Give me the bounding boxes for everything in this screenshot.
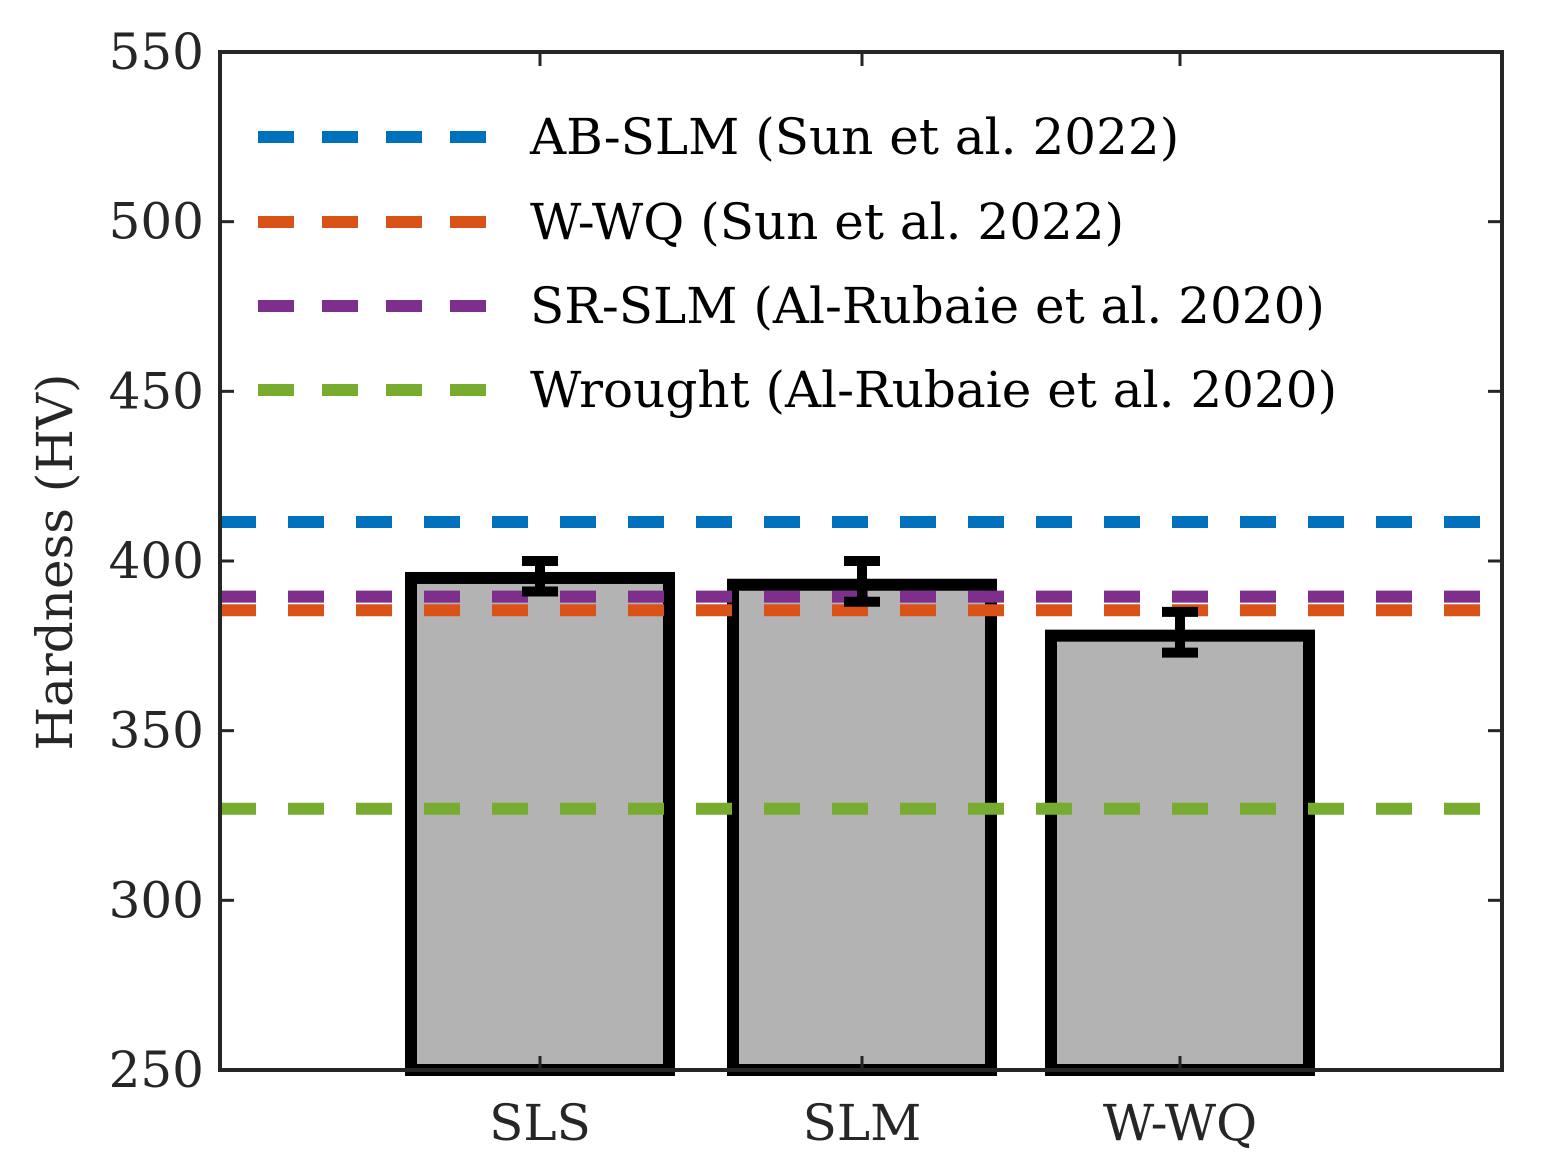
error-bar-sls (522, 556, 558, 597)
x-tick-label: SLS (489, 1094, 591, 1152)
y-tick-label: 400 (109, 532, 204, 590)
y-tick-label: 500 (109, 193, 204, 251)
y-tick-label: 300 (109, 871, 204, 929)
y-axis-label: Hardness (HV) (26, 373, 84, 750)
legend-label: SR-SLM (Al-Rubaie et al. 2020) (530, 277, 1325, 335)
error-bar-slm (844, 556, 880, 607)
y-tick-label: 250 (109, 1041, 204, 1099)
x-tick-label: W-WQ (1103, 1094, 1257, 1152)
legend-label: AB-SLM (Sun et al. 2022) (529, 108, 1179, 166)
legend-entry-2: W-WQ (Sun et al. 2022) (258, 193, 1124, 251)
error-bars (522, 556, 1198, 658)
y-tick-label: 450 (109, 362, 204, 420)
legend-label: W-WQ (Sun et al. 2022) (530, 193, 1124, 251)
legend: AB-SLM (Sun et al. 2022) W-WQ (Sun et al.… (258, 108, 1337, 419)
error-bar-w-wq (1162, 606, 1198, 658)
bar-sls (405, 571, 675, 1076)
legend-entry-4: Wrought (Al-Rubaie et al. 2020) (258, 361, 1337, 419)
y-tick-label: 550 (109, 23, 204, 81)
y-tick-label: 350 (109, 702, 204, 760)
bar-slm (727, 578, 997, 1077)
legend-label: Wrought (Al-Rubaie et al. 2020) (530, 361, 1337, 419)
bar-w-wq (1045, 629, 1315, 1076)
axes: 250 300 350 400 450 500 550 SLS SLM W-WQ (109, 23, 1504, 1152)
x-tick-label: SLM (803, 1094, 922, 1152)
legend-entry-1: AB-SLM (Sun et al. 2022) (258, 108, 1179, 166)
legend-entry-3: SR-SLM (Al-Rubaie et al. 2020) (258, 277, 1325, 335)
